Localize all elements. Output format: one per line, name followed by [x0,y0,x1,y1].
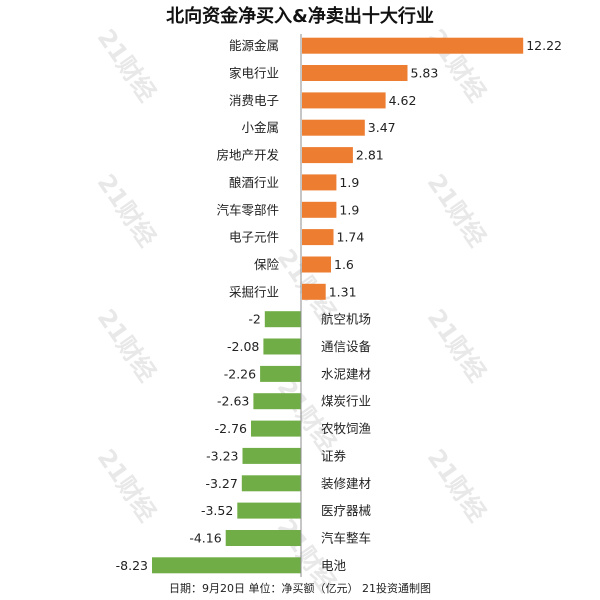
watermark-logo: 21财经 [272,374,342,457]
bar-通信设备 [263,338,301,355]
watermark-logo: 21财经 [92,444,162,527]
bar-汽车整车 [225,530,301,546]
bar-汽车零部件 [302,201,337,218]
category-label: 保险 [254,257,280,272]
bar-房地产开发 [302,147,353,164]
bar-保险 [302,256,331,273]
value-label: 2.81 [356,148,384,163]
bar-家电行业 [302,65,408,81]
value-label: 1.31 [329,284,357,299]
bar-采掘行业 [302,283,326,300]
value-label: 4.62 [389,93,417,108]
bar-小金属 [302,119,365,136]
category-label: 消费电子 [229,93,279,108]
bar-酿酒行业 [302,174,337,191]
category-label: 农牧饲渔 [321,421,371,436]
value-label: -8.23 [116,558,148,573]
value-label: 12.22 [526,38,562,53]
bar-航空机场 [264,311,301,328]
category-label: 酿酒行业 [229,175,279,190]
value-label: -4.16 [189,531,221,546]
bar-煤炭行业 [253,393,301,410]
value-label: -3.23 [206,448,238,463]
bar-医疗器械 [237,502,301,519]
value-label: -2 [248,312,260,327]
watermark-logo: 21财经 [422,304,492,387]
value-label: 5.83 [411,66,439,81]
labels-group: 能源金属 12.22 家电行业 5.83 消费电子 4.62 小金属 3.47 房地产开发 2.8… [116,38,562,573]
category-label: 水泥建材 [321,366,371,381]
bar-证券 [242,447,301,464]
watermark-logo: 21财经 [422,169,492,252]
value-label: -2.63 [217,394,249,409]
bar-农牧饲渔 [251,420,301,437]
bar-能源金属 [302,37,524,54]
watermark-logo: 21财经 [92,169,162,252]
category-label: 证券 [321,448,347,463]
category-label: 装修建材 [321,476,371,491]
category-label: 家电行业 [229,66,279,81]
category-label: 房地产开发 [216,148,279,163]
watermark-logo: 21财经 [92,304,162,387]
bar-电子元件 [302,229,334,246]
value-label: -2.76 [215,421,247,436]
chart-footer: 日期：9月20日 单位：净买额（亿元） 21投资通制图 [169,581,431,595]
watermark-logo: 21财经 [92,24,162,107]
value-label: 1.9 [339,202,359,217]
watermark-logo: 21财经 [422,444,492,527]
value-label: 1.74 [337,230,365,245]
value-label: -2.26 [224,366,256,381]
bar-电池 [152,557,301,574]
bar-消费电子 [302,92,386,109]
bars-group [152,37,524,574]
category-label: 通信设备 [321,339,372,354]
chart-title: 北向资金净买入&净卖出十大行业 [166,5,434,27]
value-label: 1.9 [339,175,359,190]
category-label: 电池 [321,558,347,573]
category-label: 汽车零部件 [216,202,279,217]
category-label: 采掘行业 [229,284,279,299]
bar-水泥建材 [260,365,301,382]
value-label: -2.08 [227,339,259,354]
value-label: -3.27 [205,476,237,491]
category-label: 电子元件 [229,230,279,245]
category-label: 航空机场 [321,312,371,327]
category-label: 能源金属 [229,38,279,53]
value-label: 1.6 [334,257,354,272]
category-label: 汽车整车 [321,531,371,546]
bar-装修建材 [241,475,301,492]
category-label: 小金属 [241,120,279,135]
category-label: 医疗器械 [321,503,372,518]
value-label: 3.47 [368,120,396,135]
category-label: 煤炭行业 [321,394,371,409]
value-label: -3.52 [201,503,233,518]
